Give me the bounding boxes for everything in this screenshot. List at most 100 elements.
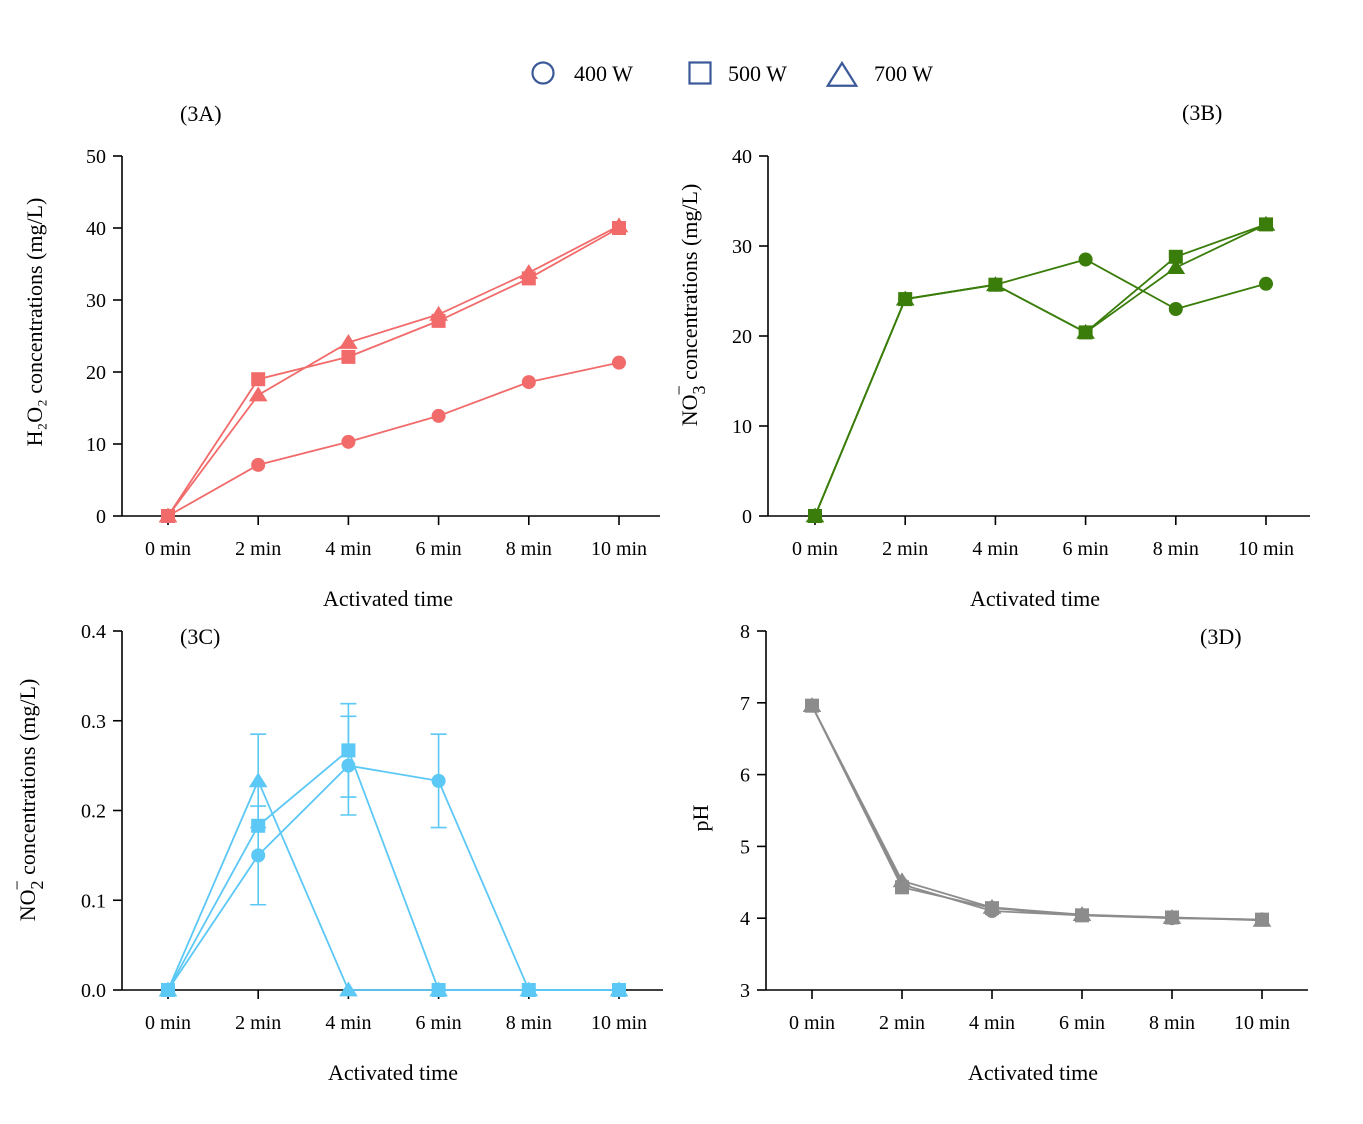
x-axis-title: Activated time: [968, 1060, 1098, 1085]
data-point-triangle: [1256, 215, 1276, 231]
data-point-triangle: [519, 264, 539, 280]
y-axis-title-sub: 3: [689, 385, 709, 394]
panel-label: (3C): [180, 624, 220, 649]
y-axis-title: NO3− concentrations (mg/L): [669, 184, 709, 427]
series-line: [811, 705, 1263, 921]
y-tick-label: 0: [96, 506, 106, 528]
y-tick-label: 20: [732, 326, 752, 348]
y-tick-label: 8: [740, 621, 750, 643]
legend-label: 400 W: [574, 61, 633, 86]
y-tick-label: 10: [86, 434, 106, 456]
y-axis-title-main: NO: [677, 394, 702, 426]
x-tick-label: 8 min: [1149, 1012, 1195, 1034]
x-tick-label: 0 min: [145, 538, 191, 560]
series-circle: [161, 715, 626, 997]
series-triangle: [158, 217, 629, 523]
data-point-triangle: [982, 898, 1002, 914]
y-tick-label: 7: [740, 693, 750, 715]
y-tick-label: 0.1: [81, 890, 106, 912]
series-line: [814, 223, 1267, 517]
chart-3c: 0.0 0.1 0.2 0.3 0.4 0 min 2 min 4 min 6 min 8 min…: [7, 621, 663, 1085]
data-point-triangle: [248, 386, 268, 402]
y-axis-title: pH: [688, 804, 713, 831]
series-square: [805, 698, 1269, 927]
y-tick-label: 0: [742, 506, 752, 528]
chart-3b: 0 10 20 30 40 0 min 2 min 4 min 6 min 8 min 10 min…: [669, 100, 1310, 611]
x-tick-label: 4 min: [325, 538, 371, 560]
y-tick-label: 0.0: [81, 980, 106, 1002]
data-point-square: [1168, 249, 1183, 264]
x-axis-title: Activated time: [323, 586, 453, 611]
x-tick-label: 2 min: [882, 538, 928, 560]
x-tick-label: 6 min: [1063, 538, 1109, 560]
data-point-circle: [1168, 302, 1183, 316]
y-tick-label: 6: [740, 765, 750, 787]
chart-3a: 0 10 20 30 40 50 0 min 2 min 4 min 6 min 8 min 10 m…: [22, 101, 660, 611]
data-point-triangle: [1252, 911, 1272, 927]
y-tick-label: 5: [740, 836, 750, 858]
series-square: [161, 221, 626, 523]
legend-label: 700 W: [874, 61, 933, 86]
x-tick-label: 6 min: [416, 538, 462, 560]
data-point-circle: [521, 375, 536, 390]
data-point-triangle: [429, 305, 448, 321]
x-tick-label: 0 min: [789, 1012, 835, 1034]
series-line: [167, 227, 620, 517]
y-axis-title-sup: −: [669, 385, 689, 395]
x-tick-label: 10 min: [1238, 538, 1294, 560]
data-point-triangle: [519, 981, 539, 997]
data-point-circle: [251, 457, 266, 472]
data-point-triangle: [1076, 323, 1095, 339]
data-point-triangle: [339, 981, 358, 997]
data-point-circle: [431, 773, 446, 788]
legend-marker-triangle: [825, 60, 859, 87]
y-tick-label: 30: [86, 290, 106, 312]
series-line: [814, 223, 1267, 517]
legend-marker-circle: [531, 61, 555, 85]
series-line: [814, 258, 1267, 517]
data-point-triangle: [895, 290, 915, 306]
series-line: [811, 705, 1263, 921]
y-tick-label: 40: [86, 218, 106, 240]
series-circle: [805, 698, 1269, 927]
x-tick-label: 4 min: [972, 538, 1018, 560]
series-line: [167, 764, 619, 991]
x-tick-label: 2 min: [235, 1012, 281, 1034]
series-line: [167, 225, 620, 517]
x-tick-label: 10 min: [591, 1012, 647, 1034]
y-tick-label: 3: [740, 980, 750, 1002]
data-point-triangle: [805, 507, 825, 523]
x-tick-label: 10 min: [1234, 1012, 1290, 1034]
series-line: [811, 705, 1263, 922]
series-line: [167, 778, 619, 991]
data-point-triangle: [892, 872, 912, 888]
data-point-triangle: [429, 981, 448, 997]
data-point-square: [341, 743, 356, 758]
series-square: [161, 702, 626, 997]
data-point-circle: [612, 355, 626, 370]
x-tick-label: 8 min: [506, 538, 552, 560]
y-axis-title-sub: 2: [27, 880, 47, 889]
data-point-circle: [251, 848, 266, 863]
data-point-triangle: [248, 772, 268, 788]
y-axis-title: H₂O₂ concentrations (mg/L): [22, 198, 47, 447]
y-tick-label: 0.3: [81, 711, 106, 733]
x-tick-label: 8 min: [1153, 538, 1199, 560]
y-tick-label: 20: [86, 362, 106, 384]
x-tick-label: 8 min: [506, 1012, 552, 1034]
series-triangle: [158, 733, 629, 997]
data-point-square: [341, 349, 356, 364]
data-point-triangle: [1072, 906, 1092, 921]
series-square: [808, 217, 1273, 523]
series-circle: [161, 355, 626, 523]
legend: 400 W 500 W 700 W: [531, 60, 933, 87]
series-triangle: [805, 215, 1276, 523]
y-tick-label: 10: [732, 416, 752, 438]
data-point-circle: [341, 434, 356, 449]
y-tick-label: 30: [732, 236, 752, 258]
data-point-triangle: [158, 981, 178, 997]
data-point-circle: [1078, 252, 1093, 267]
y-axis-title-rest: concentrations (mg/L): [677, 184, 702, 386]
data-point-triangle: [1166, 259, 1186, 274]
data-point-circle: [431, 408, 446, 423]
